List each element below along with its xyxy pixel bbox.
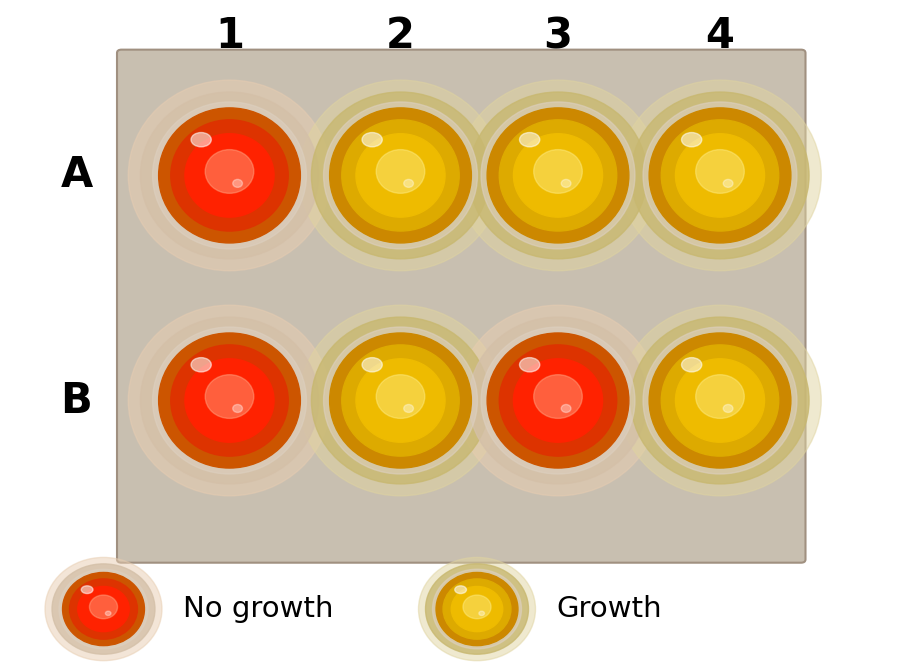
Ellipse shape bbox=[696, 150, 744, 193]
Ellipse shape bbox=[299, 80, 502, 271]
Ellipse shape bbox=[469, 92, 647, 259]
Ellipse shape bbox=[643, 102, 797, 249]
Ellipse shape bbox=[233, 404, 242, 412]
Text: B: B bbox=[60, 379, 93, 422]
Ellipse shape bbox=[105, 611, 111, 616]
Text: Growth: Growth bbox=[556, 595, 662, 623]
Text: No growth: No growth bbox=[183, 595, 334, 623]
Ellipse shape bbox=[500, 345, 616, 456]
Ellipse shape bbox=[299, 305, 502, 496]
Ellipse shape bbox=[487, 108, 629, 243]
Ellipse shape bbox=[631, 92, 809, 259]
Ellipse shape bbox=[562, 179, 571, 187]
Ellipse shape bbox=[329, 108, 472, 243]
Ellipse shape bbox=[342, 345, 459, 456]
Ellipse shape bbox=[140, 92, 319, 259]
Ellipse shape bbox=[404, 179, 413, 187]
Ellipse shape bbox=[619, 80, 821, 271]
Ellipse shape bbox=[436, 573, 518, 645]
Ellipse shape bbox=[443, 579, 511, 639]
Ellipse shape bbox=[77, 587, 130, 632]
Ellipse shape bbox=[362, 132, 382, 147]
Text: 3: 3 bbox=[544, 15, 572, 58]
Ellipse shape bbox=[311, 317, 490, 484]
Ellipse shape bbox=[649, 333, 791, 468]
Ellipse shape bbox=[362, 357, 382, 372]
Ellipse shape bbox=[185, 359, 274, 442]
Ellipse shape bbox=[52, 564, 155, 654]
Ellipse shape bbox=[675, 359, 764, 442]
Ellipse shape bbox=[356, 134, 445, 217]
Ellipse shape bbox=[724, 404, 733, 412]
Ellipse shape bbox=[724, 179, 733, 187]
Ellipse shape bbox=[323, 327, 477, 474]
Ellipse shape bbox=[534, 150, 582, 193]
Ellipse shape bbox=[69, 579, 138, 639]
Ellipse shape bbox=[456, 80, 659, 271]
Ellipse shape bbox=[418, 557, 536, 661]
Ellipse shape bbox=[696, 375, 744, 418]
Ellipse shape bbox=[158, 333, 301, 468]
Ellipse shape bbox=[171, 120, 288, 231]
Ellipse shape bbox=[487, 333, 629, 468]
Ellipse shape bbox=[451, 587, 503, 632]
Ellipse shape bbox=[662, 120, 778, 231]
Ellipse shape bbox=[191, 132, 211, 147]
Ellipse shape bbox=[433, 569, 521, 649]
Ellipse shape bbox=[513, 134, 603, 217]
Text: 2: 2 bbox=[386, 15, 415, 58]
Ellipse shape bbox=[191, 357, 211, 372]
Ellipse shape bbox=[81, 586, 93, 594]
Ellipse shape bbox=[205, 375, 254, 418]
Ellipse shape bbox=[45, 557, 162, 661]
Ellipse shape bbox=[128, 305, 331, 496]
Ellipse shape bbox=[479, 611, 484, 616]
Ellipse shape bbox=[376, 375, 425, 418]
Ellipse shape bbox=[171, 345, 288, 456]
Ellipse shape bbox=[153, 327, 306, 474]
Ellipse shape bbox=[140, 317, 319, 484]
Ellipse shape bbox=[233, 179, 242, 187]
Ellipse shape bbox=[158, 108, 301, 243]
Ellipse shape bbox=[500, 120, 616, 231]
Ellipse shape bbox=[59, 569, 148, 649]
Ellipse shape bbox=[463, 595, 491, 619]
Ellipse shape bbox=[153, 102, 306, 249]
Ellipse shape bbox=[631, 317, 809, 484]
Ellipse shape bbox=[454, 586, 466, 594]
Ellipse shape bbox=[534, 375, 582, 418]
Ellipse shape bbox=[329, 333, 472, 468]
Ellipse shape bbox=[469, 317, 647, 484]
Ellipse shape bbox=[205, 150, 254, 193]
Ellipse shape bbox=[342, 120, 459, 231]
Ellipse shape bbox=[481, 102, 635, 249]
Ellipse shape bbox=[185, 134, 274, 217]
Ellipse shape bbox=[519, 132, 540, 147]
Ellipse shape bbox=[643, 327, 797, 474]
FancyBboxPatch shape bbox=[117, 50, 806, 563]
Ellipse shape bbox=[404, 404, 413, 412]
Ellipse shape bbox=[519, 357, 540, 372]
Ellipse shape bbox=[619, 305, 821, 496]
Ellipse shape bbox=[562, 404, 571, 412]
Ellipse shape bbox=[481, 327, 635, 474]
Text: A: A bbox=[60, 154, 93, 197]
Ellipse shape bbox=[89, 595, 118, 619]
Text: 4: 4 bbox=[706, 15, 734, 58]
Ellipse shape bbox=[513, 359, 603, 442]
Text: 1: 1 bbox=[215, 15, 244, 58]
Ellipse shape bbox=[323, 102, 477, 249]
Ellipse shape bbox=[681, 357, 702, 372]
Ellipse shape bbox=[456, 305, 659, 496]
Ellipse shape bbox=[675, 134, 764, 217]
Ellipse shape bbox=[662, 345, 778, 456]
Ellipse shape bbox=[376, 150, 425, 193]
Ellipse shape bbox=[649, 108, 791, 243]
Ellipse shape bbox=[356, 359, 445, 442]
Ellipse shape bbox=[311, 92, 490, 259]
Ellipse shape bbox=[681, 132, 702, 147]
Ellipse shape bbox=[128, 80, 331, 271]
Ellipse shape bbox=[63, 573, 144, 645]
Ellipse shape bbox=[426, 564, 528, 654]
